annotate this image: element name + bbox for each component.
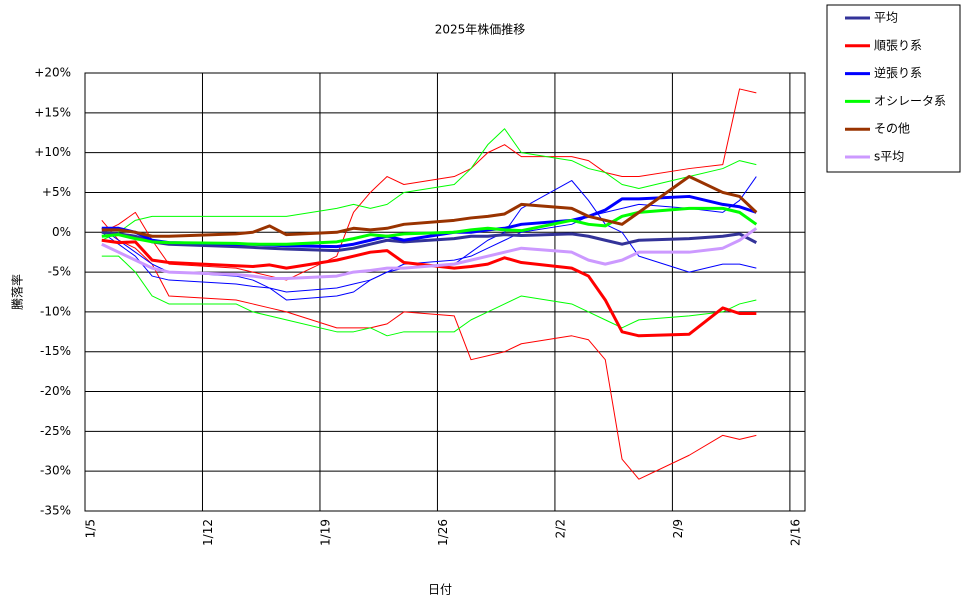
- series-line: [101, 176, 757, 293]
- x-tick-label: 2/16: [788, 519, 802, 546]
- series-line: [101, 227, 758, 280]
- y-tick-label: -20%: [40, 384, 71, 398]
- series-line: [101, 206, 758, 246]
- y-tick-label: -30%: [40, 464, 71, 478]
- legend-label: その他: [874, 122, 910, 136]
- legend-label: 逆張り系: [874, 65, 922, 80]
- y-tick-label: +20%: [34, 66, 71, 80]
- chart-title: 2025年株価推移: [435, 22, 526, 37]
- y-tick-label: +5%: [42, 185, 71, 199]
- series-line: [101, 88, 757, 281]
- y-tick-label: -5%: [48, 265, 71, 279]
- legend-label: s平均: [874, 150, 904, 164]
- x-tick-label: 1/12: [201, 519, 215, 546]
- y-tick-label: -10%: [40, 304, 71, 318]
- y-tick-label: -35%: [40, 504, 71, 518]
- x-tick-label: 2/2: [553, 519, 567, 538]
- series-line: [101, 128, 757, 241]
- x-tick-label: 1/26: [436, 519, 450, 546]
- legend-label: オシレータ系: [874, 94, 946, 108]
- series-line: [101, 175, 758, 238]
- legend-box: [826, 4, 961, 173]
- y-axis-label: 騰落率: [10, 274, 25, 310]
- y-tick-label: 0%: [52, 225, 71, 239]
- series-line: [101, 220, 757, 480]
- plot-area: [84, 72, 806, 512]
- series-line: [101, 255, 757, 337]
- x-tick-label: 1/5: [84, 519, 98, 538]
- y-tick-label: -15%: [40, 344, 71, 358]
- y-tick-label: +10%: [34, 145, 71, 159]
- legend-label: 平均: [874, 11, 898, 25]
- x-axis-label: 日付: [428, 583, 452, 597]
- y-tick-label: +15%: [34, 105, 71, 119]
- y-tick-label: -25%: [40, 424, 71, 438]
- x-tick-label: 1/19: [318, 519, 332, 546]
- legend-label: 順張り系: [874, 38, 922, 52]
- series-line: [101, 230, 758, 253]
- x-tick-label: 2/9: [671, 519, 685, 538]
